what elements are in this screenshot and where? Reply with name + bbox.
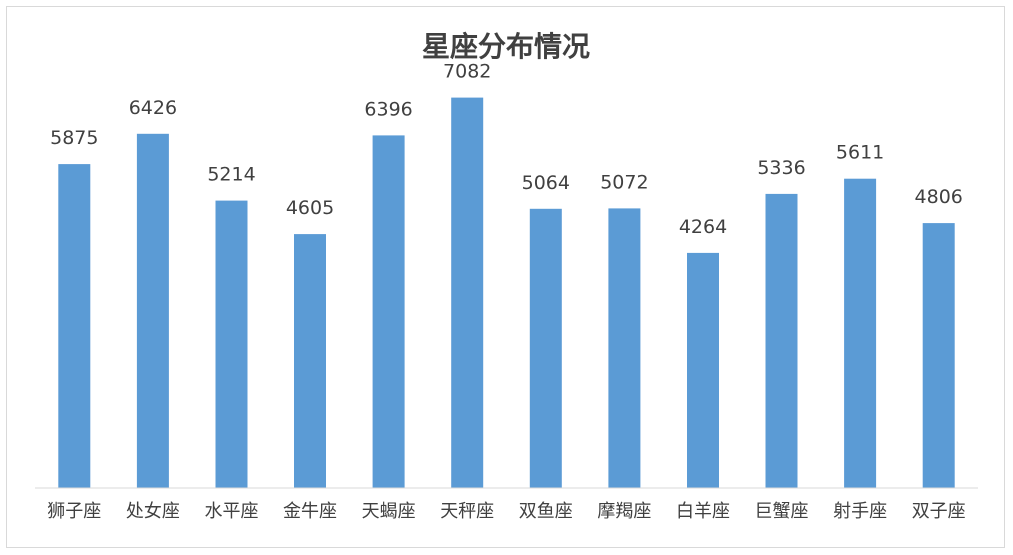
x-tick-label: 白羊座 [676,501,730,522]
data-label: 7082 [443,61,491,83]
bar [215,200,248,488]
bar [922,223,955,488]
x-tick-label: 处女座 [126,501,180,522]
data-labels-layer: 5875 6426 5214 4605 6396 7082 5064 5072 4264 5336… [50,61,963,238]
bar [529,208,562,489]
x-tick-label: 摩羯座 [597,501,651,522]
data-label: 5336 [757,157,805,179]
x-tick-label: 狮子座 [47,501,101,522]
x-tick-labels-layer: 狮子座 处女座 水平座 金牛座 天蝎座 天秤座 双鱼座 摩羯座 白羊座 巨蟹座 射手座 双子座 [47,501,965,522]
bar [372,135,405,488]
x-tick-label: 水平座 [205,501,259,522]
x-tick-label: 天秤座 [440,501,494,522]
x-tick-label: 双鱼座 [519,501,573,522]
x-tick-label: 射手座 [833,501,887,522]
x-tick-label: 天蝎座 [362,501,416,522]
bar [608,208,641,488]
data-label: 5611 [836,142,884,164]
x-tick-label: 巨蟹座 [755,501,809,522]
bar [687,252,719,488]
data-label: 4605 [286,197,334,219]
bar [294,234,326,488]
data-label: 5875 [50,127,98,149]
chart-frame: 星座分布情况 5875 6426 5214 4605 6396 7082 5064 5072 4… [6,6,1005,548]
data-label: 6426 [129,97,177,119]
data-label: 5214 [207,164,255,186]
data-label: 5064 [522,172,570,194]
bar [844,178,877,488]
bar [58,164,91,488]
data-label: 5072 [600,171,648,193]
data-label: 4806 [915,186,963,208]
data-label: 4264 [679,216,727,238]
chart-title: 星座分布情况 [422,30,590,63]
bar [451,97,484,488]
chart: 星座分布情况 5875 6426 5214 4605 6396 7082 5064 5072 4… [35,30,978,522]
bars-layer [58,97,955,489]
x-tick-label: 金牛座 [283,501,337,522]
data-label: 6396 [364,98,412,120]
x-tick-label: 双子座 [912,501,966,522]
bar [136,133,169,489]
bar [765,193,798,488]
